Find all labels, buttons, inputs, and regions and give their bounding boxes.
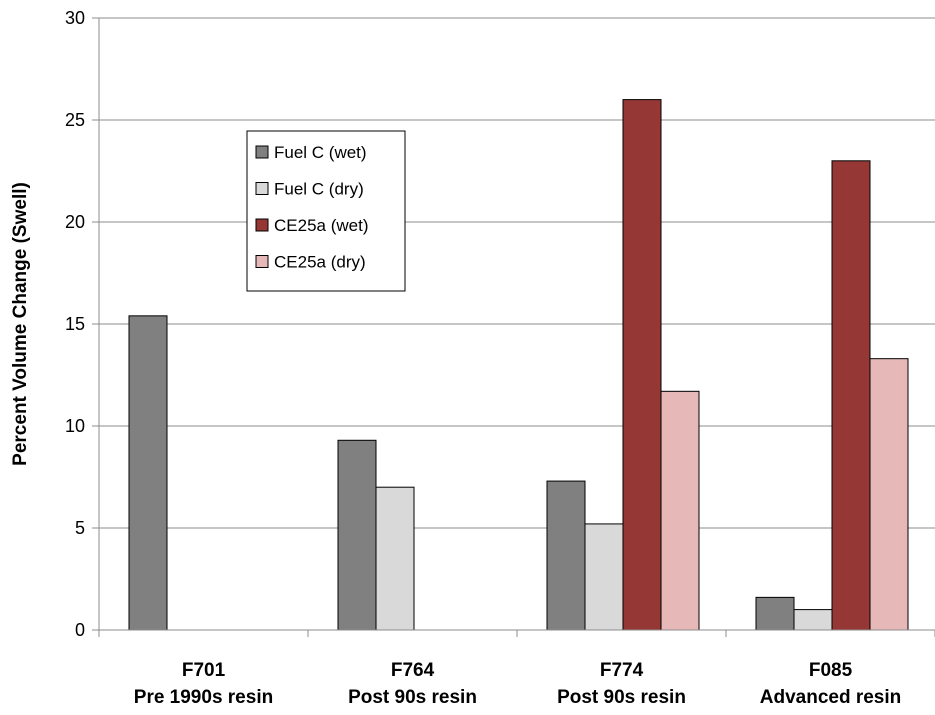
category-code-label: F085 — [809, 660, 853, 681]
y-tick-label: 15 — [65, 314, 85, 334]
bar-fuel-c-dry-f764 — [375, 486, 415, 631]
bar-fuel-c-wet-f085 — [755, 596, 795, 631]
bar-fuel-c-wet-f701 — [128, 315, 168, 631]
bar-fuel-c-dry-f774 — [584, 523, 624, 631]
legend-swatch — [255, 182, 269, 195]
axes — [98, 18, 935, 637]
category-code-label: F764 — [391, 660, 435, 681]
bar-ce25a-wet-f085 — [831, 160, 871, 631]
category-description-label: Post 90s resin — [557, 687, 686, 708]
gridlines — [99, 17, 935, 529]
bar-fuel-c-dry-f085 — [793, 609, 833, 631]
bar-ce25a-dry-f085 — [869, 358, 909, 631]
y-tick-labels: 0 5 10 15 20 25 30 — [65, 8, 99, 640]
y-tick-label: 20 — [65, 212, 85, 232]
legend-label: CE25a (dry) — [274, 253, 366, 272]
legend-label: Fuel C (wet) — [274, 143, 367, 162]
legend-swatch — [255, 255, 269, 268]
y-tick-label: 25 — [65, 110, 85, 130]
bar-ce25a-dry-f774 — [660, 390, 700, 631]
y-tick-label: 0 — [75, 620, 85, 640]
legend-swatch — [255, 218, 269, 232]
category-labels: F701 Pre 1990s resin F764 Post 90s resin F77… — [134, 660, 901, 708]
y-tick-label: 5 — [75, 518, 85, 538]
y-tick-label: 30 — [65, 8, 85, 28]
legend-label: CE25a (wet) — [274, 216, 368, 235]
y-axis-title: Percent Volume Change (Swell) — [10, 182, 31, 466]
category-code-label: F774 — [600, 660, 644, 681]
bar-ce25a-wet-f774 — [622, 99, 662, 631]
legend-box — [246, 130, 406, 292]
legend-label: Fuel C (dry) — [274, 180, 364, 199]
category-description-label: Pre 1990s resin — [134, 687, 273, 708]
y-tick-label: 10 — [65, 416, 85, 436]
category-code-label: F701 — [182, 660, 226, 681]
legend: Fuel C (wet) Fuel C (dry) CE25a (wet) CE25a… — [246, 130, 406, 292]
category-description-label: Advanced resin — [760, 687, 902, 708]
bar-fuel-c-wet-f774 — [546, 480, 586, 631]
bar-fuel-c-wet-f764 — [337, 439, 377, 631]
legend-swatch — [255, 145, 269, 159]
category-description-label: Post 90s resin — [348, 687, 477, 708]
bars — [128, 99, 909, 631]
